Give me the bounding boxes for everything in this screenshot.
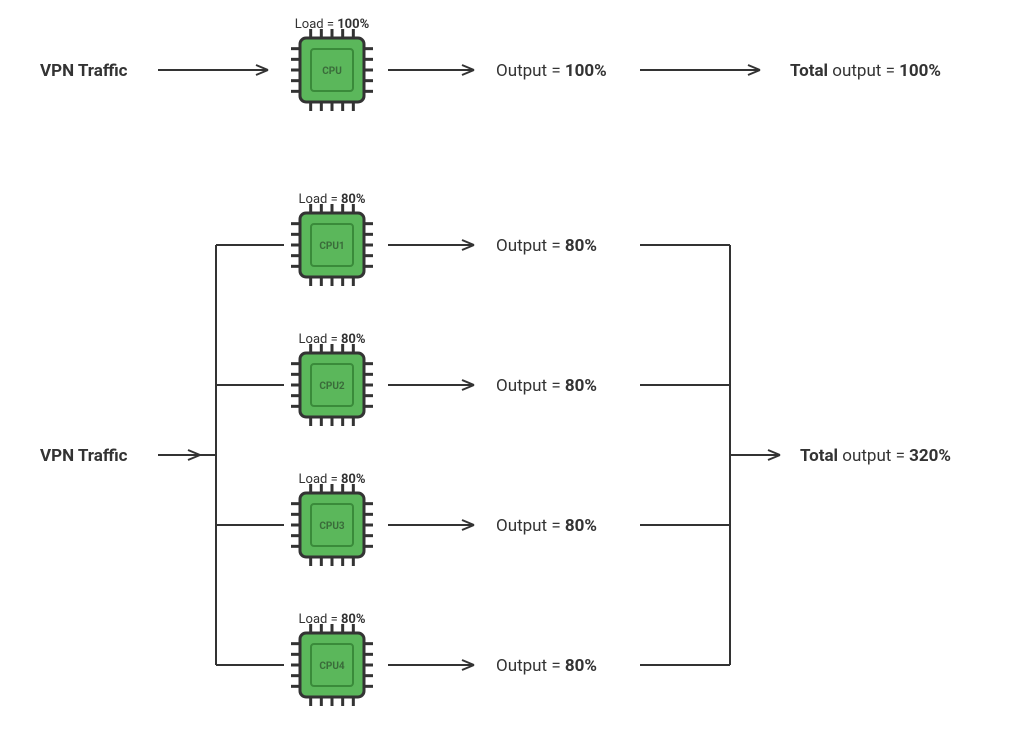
output-label-1: Output = 80% [496,236,597,256]
total-output-label-bottom: Total output = 320% [800,446,951,466]
cpu-label: CPU3 [319,521,345,532]
arrow-cpu-out-4 [388,660,474,670]
arrow-total-bottom [730,450,780,460]
cpu-label: CPU2 [319,381,345,392]
arrow-cpu-out-2 [388,380,474,390]
cpu-icon-2: CPU2 [291,344,373,426]
vpn-traffic-label-bottom: VPN Traffic [40,446,128,466]
split-fanout [200,245,284,665]
cpu-icon: CPU [291,29,373,111]
arrow-in-top [158,65,268,75]
cpu-label: CPU4 [319,661,345,672]
vpn-traffic-label: VPN Traffic [40,61,128,81]
arrow-cpu-out-1 [388,240,474,250]
arrow-in-bottom [158,450,200,460]
cpu-icon-3: CPU3 [291,484,373,566]
cpu-label: CPU1 [319,241,344,252]
output-label-3: Output = 80% [496,516,597,536]
cpu-icon-4: CPU4 [291,624,373,706]
output-label-4: Output = 80% [496,656,597,676]
output-label: Output = 100% [496,61,607,81]
arrow-cpu-out-3 [388,520,474,530]
total-output-label: Total output = 100% [790,61,941,81]
cpu-label: CPU [322,66,342,77]
output-label-2: Output = 80% [496,376,597,396]
arrow-total-top [640,65,760,75]
cpu-icon-1: CPU1 [291,204,373,286]
arrow-cpu-out-top [388,65,474,75]
merge-fanin [640,245,730,665]
